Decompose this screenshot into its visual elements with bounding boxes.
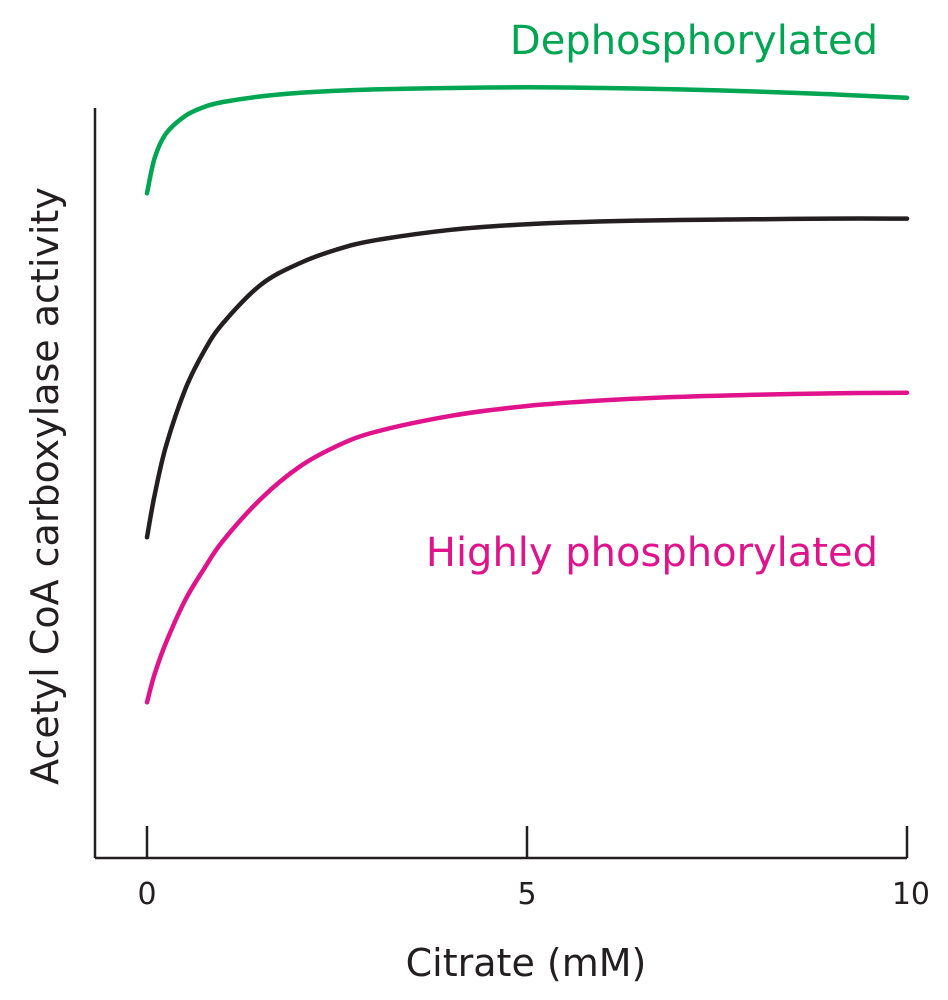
x-tick-label: 10	[892, 877, 930, 912]
series-group	[144, 85, 910, 705]
x-tick-label: 5	[517, 877, 536, 912]
series-line-highly-phosphorylated	[144, 390, 910, 705]
series-label-dephosphorylated: Dephosphorylated	[510, 18, 878, 64]
series-line-intermediate	[144, 216, 910, 540]
series-line-dephosphorylated	[144, 85, 910, 196]
x-axis-label: Citrate (mM)	[406, 941, 647, 985]
x-tick-label: 0	[137, 877, 156, 912]
series-label-highly-phosphorylated: Highly phosphorylated	[426, 530, 878, 576]
y-axis-label: Acetyl CoA carboxylase activity	[23, 187, 67, 785]
series-labels: Dephosphorylated Highly phosphorylated	[426, 18, 878, 576]
x-ticks: 0 5 10	[137, 826, 930, 912]
